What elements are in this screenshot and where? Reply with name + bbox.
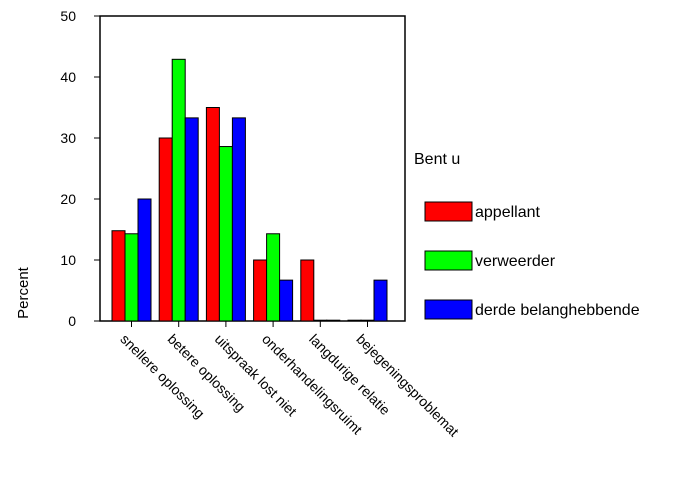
legend-label-derde-belanghebbende: derde belanghebbende bbox=[475, 302, 640, 319]
legend-swatch-derde-belanghebbende bbox=[424, 299, 473, 320]
x-tick-label: uitspraak lost niet bbox=[212, 331, 300, 419]
bar-verweerder-4 bbox=[266, 233, 281, 322]
legend-swatch-verweerder bbox=[424, 250, 473, 271]
bar-verweerder-3 bbox=[218, 146, 233, 322]
plot-frame bbox=[99, 15, 406, 322]
legend-label-appellant: appellant bbox=[475, 204, 541, 221]
bar-derde-belanghebbende-2 bbox=[184, 117, 199, 322]
bar-appellant-4 bbox=[253, 259, 268, 322]
x-tick-label: langdurige relatie bbox=[306, 331, 393, 418]
bar-appellant-2 bbox=[158, 137, 173, 322]
bar-appellant-6 bbox=[347, 319, 362, 322]
axes-layer: 0 10 20 30 40 50 Percent bbox=[15, 8, 406, 329]
x-tick-label: snellere oplossing bbox=[117, 331, 208, 422]
bar-derde-belanghebbende-4 bbox=[279, 279, 294, 322]
bar-verweerder-6 bbox=[360, 319, 375, 322]
bars-layer bbox=[111, 58, 388, 322]
y-tick-label: 30 bbox=[60, 130, 76, 146]
bar-derde-belanghebbende-3 bbox=[231, 117, 246, 322]
bar-derde-belanghebbende-6 bbox=[373, 279, 388, 322]
legend-label-verweerder: verweerder bbox=[475, 253, 556, 270]
bar-derde-belanghebbende-1 bbox=[137, 198, 152, 322]
bar-appellant-5 bbox=[300, 259, 315, 322]
bar-verweerder-5 bbox=[313, 319, 328, 322]
legend-swatch-appellant bbox=[424, 201, 473, 222]
bar-appellant-1 bbox=[111, 230, 126, 322]
y-tick-label: 40 bbox=[60, 69, 76, 85]
bar-appellant-3 bbox=[205, 107, 220, 322]
bar-verweerder-1 bbox=[124, 233, 139, 322]
y-axis-label: Percent bbox=[15, 266, 32, 319]
legend-title: Bent u bbox=[414, 151, 460, 168]
y-tick-label: 0 bbox=[68, 313, 76, 329]
y-tick-label: 50 bbox=[60, 8, 76, 24]
bar-verweerder-2 bbox=[171, 58, 186, 322]
y-tick-label: 20 bbox=[60, 191, 76, 207]
legend: Bent u appellant verweerder derde belangheb… bbox=[414, 151, 640, 320]
y-tick-label: 10 bbox=[60, 252, 76, 268]
bar-derde-belanghebbende-5 bbox=[326, 319, 341, 322]
